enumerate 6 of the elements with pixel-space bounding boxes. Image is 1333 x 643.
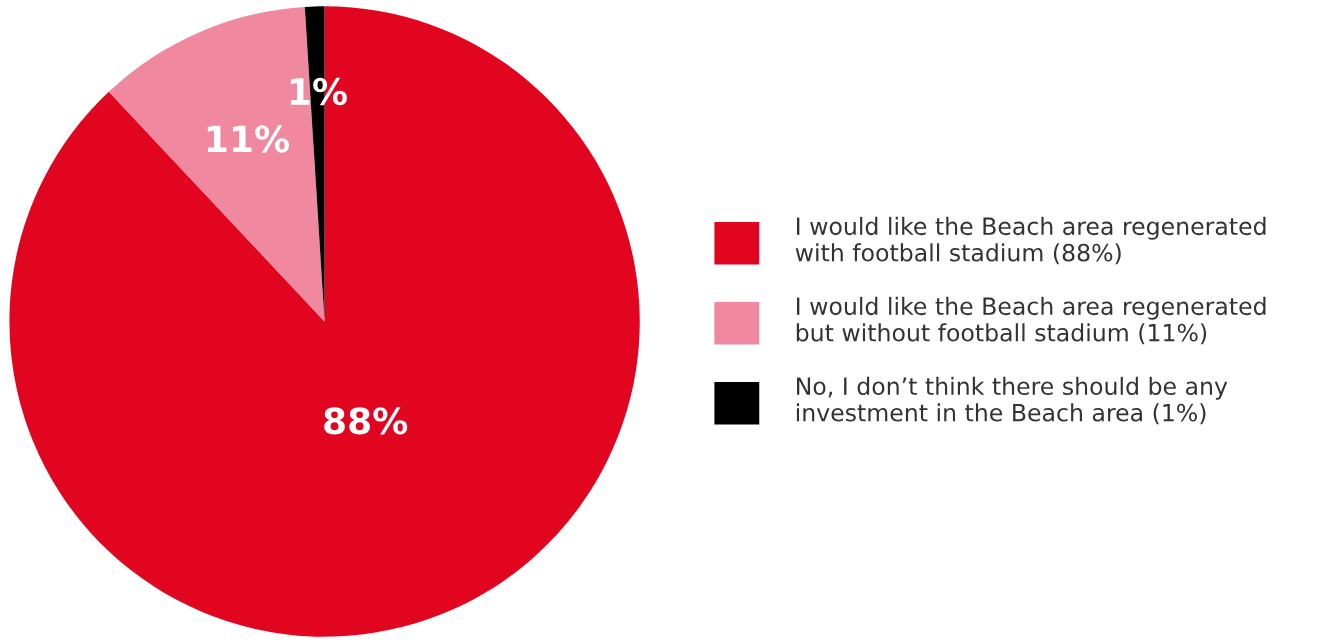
legend-label: I would like the Beach area regenerated but without football stadium (11%) — [796, 296, 1266, 345]
legend-label: No, I don’t think there should be any investment in the Beach area (1%) — [796, 376, 1228, 425]
data-label: 88% — [324, 407, 408, 435]
pie-slice — [9, 6, 640, 637]
legend-label: I would like the Beach area regenerated with football stadium (88%) — [795, 216, 1266, 265]
data-label: 11% — [207, 125, 290, 153]
